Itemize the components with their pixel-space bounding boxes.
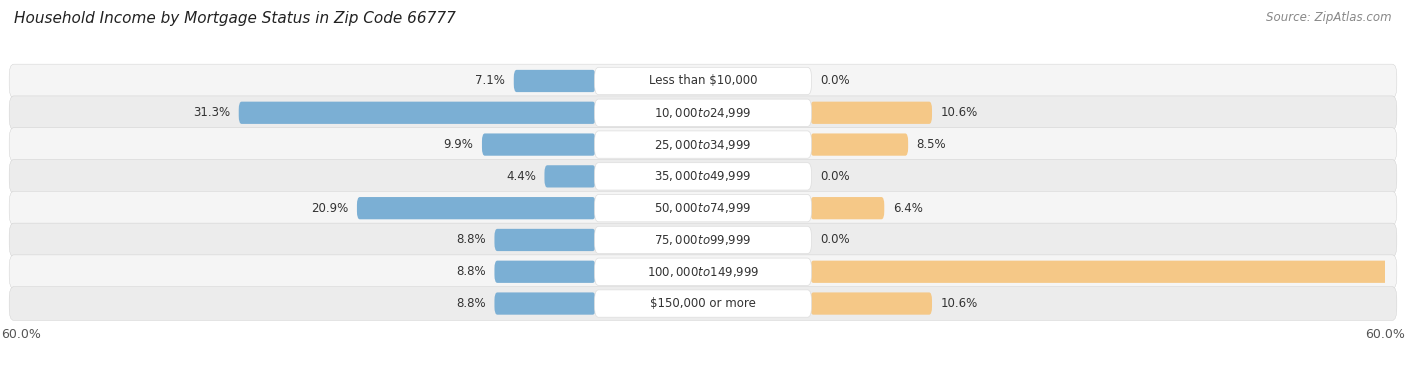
FancyBboxPatch shape (595, 226, 811, 254)
Text: 8.8%: 8.8% (457, 233, 486, 247)
FancyBboxPatch shape (239, 102, 596, 124)
Text: 0.0%: 0.0% (820, 75, 849, 87)
FancyBboxPatch shape (595, 99, 811, 126)
Text: 8.5%: 8.5% (917, 138, 946, 151)
FancyBboxPatch shape (810, 133, 908, 156)
FancyBboxPatch shape (810, 293, 932, 315)
FancyBboxPatch shape (10, 96, 1396, 130)
Text: 4.4%: 4.4% (506, 170, 536, 183)
FancyBboxPatch shape (544, 165, 596, 187)
Text: 0.0%: 0.0% (820, 170, 849, 183)
Text: 8.8%: 8.8% (457, 265, 486, 278)
FancyBboxPatch shape (357, 197, 596, 219)
FancyBboxPatch shape (10, 191, 1396, 225)
Text: $50,000 to $74,999: $50,000 to $74,999 (654, 201, 752, 215)
FancyBboxPatch shape (10, 159, 1396, 193)
FancyBboxPatch shape (495, 293, 596, 315)
Text: $10,000 to $24,999: $10,000 to $24,999 (654, 106, 752, 120)
FancyBboxPatch shape (595, 67, 811, 95)
Text: $100,000 to $149,999: $100,000 to $149,999 (647, 265, 759, 279)
Text: $35,000 to $49,999: $35,000 to $49,999 (654, 169, 752, 183)
Text: Household Income by Mortgage Status in Zip Code 66777: Household Income by Mortgage Status in Z… (14, 11, 456, 26)
Text: Less than $10,000: Less than $10,000 (648, 75, 758, 87)
FancyBboxPatch shape (810, 197, 884, 219)
Text: 6.4%: 6.4% (893, 202, 922, 215)
FancyBboxPatch shape (595, 258, 811, 285)
Text: 20.9%: 20.9% (311, 202, 349, 215)
Text: Source: ZipAtlas.com: Source: ZipAtlas.com (1267, 11, 1392, 24)
Text: 9.9%: 9.9% (443, 138, 474, 151)
FancyBboxPatch shape (810, 261, 1406, 283)
Text: $75,000 to $99,999: $75,000 to $99,999 (654, 233, 752, 247)
FancyBboxPatch shape (10, 255, 1396, 289)
FancyBboxPatch shape (495, 229, 596, 251)
Text: 10.6%: 10.6% (941, 106, 977, 119)
FancyBboxPatch shape (10, 287, 1396, 320)
FancyBboxPatch shape (495, 261, 596, 283)
Text: $150,000 or more: $150,000 or more (650, 297, 756, 310)
FancyBboxPatch shape (513, 70, 596, 92)
Text: $25,000 to $34,999: $25,000 to $34,999 (654, 138, 752, 152)
Text: 7.1%: 7.1% (475, 75, 505, 87)
Text: 10.6%: 10.6% (941, 297, 977, 310)
FancyBboxPatch shape (595, 131, 811, 158)
Text: 31.3%: 31.3% (193, 106, 231, 119)
FancyBboxPatch shape (482, 133, 596, 156)
FancyBboxPatch shape (10, 64, 1396, 98)
FancyBboxPatch shape (595, 163, 811, 190)
Text: 8.8%: 8.8% (457, 297, 486, 310)
FancyBboxPatch shape (10, 223, 1396, 257)
FancyBboxPatch shape (595, 290, 811, 317)
FancyBboxPatch shape (595, 195, 811, 222)
Text: 0.0%: 0.0% (820, 233, 849, 247)
FancyBboxPatch shape (810, 102, 932, 124)
FancyBboxPatch shape (10, 128, 1396, 161)
